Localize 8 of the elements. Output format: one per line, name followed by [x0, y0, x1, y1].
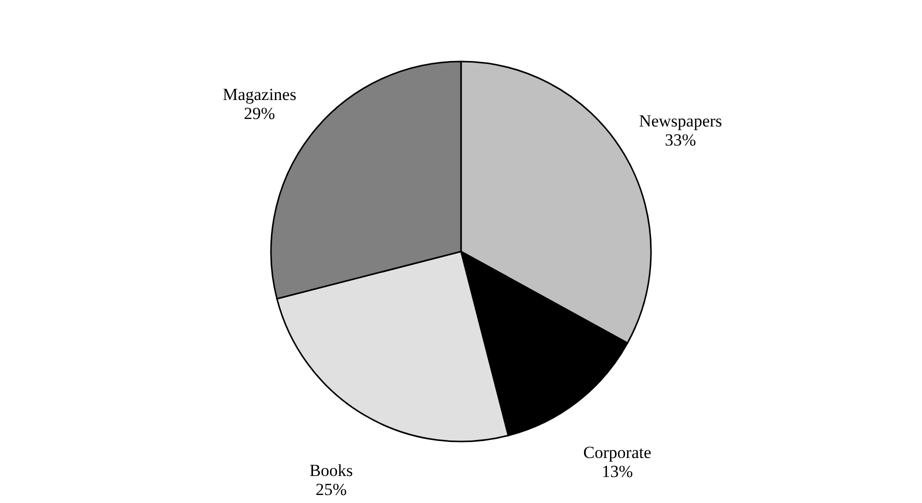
data-label: 33%: [664, 130, 696, 150]
data-label: 13%: [602, 462, 633, 481]
slice-label: Corporate: [583, 442, 652, 462]
data-label: 25%: [316, 480, 347, 499]
slice-label: Books: [309, 460, 353, 480]
slice-label: Newspapers: [638, 112, 722, 131]
data-label: 29%: [244, 104, 276, 124]
slice-label: Magazines: [222, 85, 296, 104]
